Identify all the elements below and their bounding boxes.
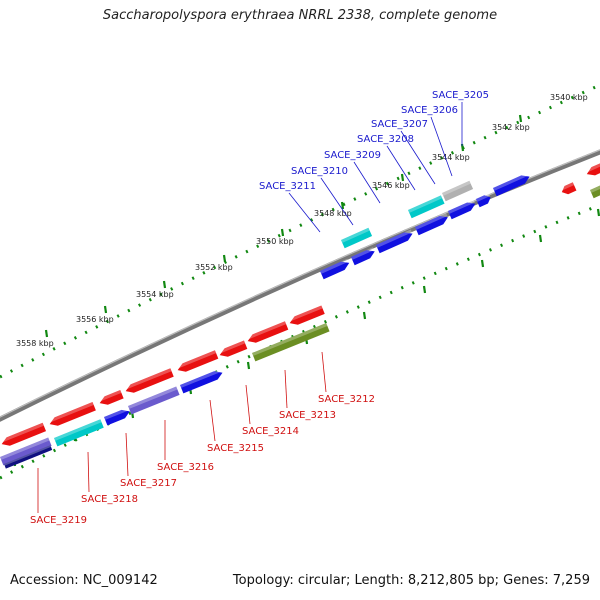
label-leader-line: [245, 384, 251, 425]
genome-summary-text: Topology: circular; Length: 8,212,805 bp…: [232, 573, 590, 588]
scale-tick-major: [400, 173, 405, 182]
scale-tick-label: 3552 kbp: [195, 263, 233, 272]
scale-tick-major: [340, 201, 345, 210]
label-leader-line: [386, 145, 416, 191]
scale-tick-label: 3542 kbp: [492, 123, 530, 132]
scale-tick-label: 3550 kbp: [256, 237, 294, 246]
gene-label-forward[interactable]: SACE_3206: [401, 105, 458, 116]
gene-label-forward[interactable]: SACE_3205: [432, 90, 489, 101]
cds-reverse: [288, 305, 325, 325]
inner-tick-major: [246, 361, 251, 370]
misc-feature: [4, 445, 53, 469]
cds-forward: [351, 247, 375, 266]
gene-label-reverse[interactable]: SACE_3213: [279, 410, 336, 421]
scale-tick-major: [44, 329, 49, 338]
gene-label-reverse[interactable]: SACE_3215: [207, 443, 264, 454]
gene-label-forward[interactable]: SACE_3211: [259, 181, 316, 192]
pseudo-feature: [442, 180, 474, 202]
scale-tick-major: [518, 114, 523, 123]
scale-tick-major: [280, 228, 285, 237]
gene-label-reverse[interactable]: SACE_3216: [157, 462, 214, 473]
cds-forward: [104, 407, 130, 426]
inner-tick-major: [362, 311, 367, 320]
scale-tick-label: 3556 kbp: [76, 315, 114, 324]
gene-label-reverse[interactable]: SACE_3218: [81, 494, 138, 505]
scale-tick-label: 3554 kbp: [136, 290, 174, 299]
scale-tick-major: [162, 280, 167, 289]
scale-tick-label: 3558 kbp: [16, 339, 54, 348]
label-leader-line: [400, 130, 436, 185]
cds-reverse: [124, 368, 174, 393]
gene-label-forward[interactable]: SACE_3208: [357, 134, 414, 145]
rna-feature: [408, 195, 445, 219]
cds-reverse: [246, 321, 289, 343]
gene-label-forward[interactable]: SACE_3209: [324, 150, 381, 161]
scale-tick-major: [222, 254, 227, 263]
misc-feature: [0, 437, 52, 466]
label-leader-line: [125, 432, 129, 477]
scale-tick-label: 3540 kbp: [550, 93, 588, 102]
cds-forward: [180, 368, 223, 394]
cds-forward: [493, 172, 530, 197]
cds-reverse: [48, 402, 96, 426]
rna-feature: [54, 419, 104, 447]
misc-feature: [128, 386, 180, 415]
gene-label-forward[interactable]: SACE_3210: [291, 166, 348, 177]
gene-label-reverse[interactable]: SACE_3214: [242, 426, 299, 437]
label-leader-line: [284, 369, 288, 409]
scale-tick-label: 3544 kbp: [432, 153, 470, 162]
cds-forward: [476, 193, 491, 208]
misc-feature: [590, 181, 600, 199]
inner-tick-major: [538, 234, 543, 243]
cds-forward: [376, 229, 413, 254]
accession-text: Accession: NC_009142: [10, 573, 158, 588]
scale-tick-label: 3548 kbp: [314, 209, 352, 218]
cds-reverse: [98, 390, 124, 405]
label-leader-line: [87, 451, 90, 493]
cds-reverse: [0, 422, 47, 446]
gene-label-reverse[interactable]: SACE_3212: [318, 394, 375, 405]
label-leader-line: [353, 161, 381, 204]
gene-label-reverse[interactable]: SACE_3219: [30, 515, 87, 526]
cds-forward: [415, 213, 448, 236]
map-title: Saccharopolyspora erythraea NRRL 2338, c…: [102, 8, 498, 23]
cds-reverse: [218, 340, 248, 357]
scale-tick-major: [103, 305, 108, 314]
cds-forward: [320, 258, 350, 280]
label-leader-line: [430, 116, 453, 177]
scale-tick-label: 3546 kbp: [372, 181, 410, 190]
cds-reverse: [560, 182, 577, 195]
label-leader-line: [288, 192, 321, 233]
gene-label-forward[interactable]: SACE_3207: [371, 119, 428, 130]
cds-forward: [448, 199, 476, 220]
rna-feature: [341, 227, 373, 249]
label-leader-line: [209, 399, 216, 442]
inner-tick-major: [596, 208, 600, 217]
cds-reverse: [585, 161, 600, 176]
inner-tick-major: [480, 259, 485, 268]
label-leader-line: [321, 351, 327, 393]
cds-reverse: [176, 350, 219, 372]
misc-feature: [252, 323, 330, 362]
label-leader-line: [320, 177, 354, 226]
gene-label-reverse[interactable]: SACE_3217: [120, 478, 177, 489]
inner-tick-major: [422, 285, 427, 294]
